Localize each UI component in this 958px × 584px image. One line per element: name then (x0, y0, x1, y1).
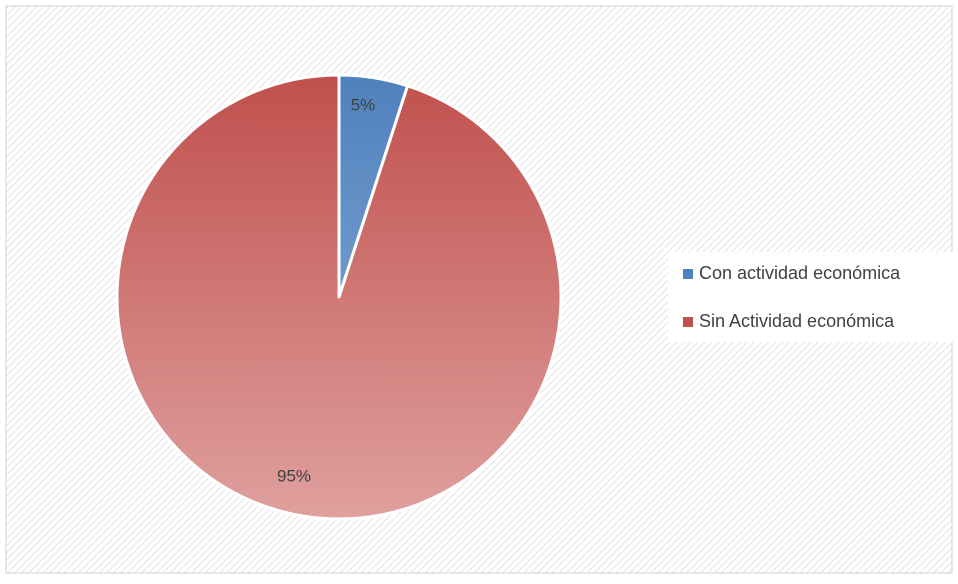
data-label-sin-actividad-economica: 95% (277, 466, 311, 485)
legend-label-sin-actividad-economica: Sin Actividad económica (699, 311, 895, 331)
legend-swatch-sin-actividad-economica (683, 317, 693, 327)
pie-slices (115, 73, 563, 521)
legend-swatch-con-actividad-economica (683, 269, 693, 279)
legend-label-con-actividad-economica: Con actividad económica (699, 263, 901, 283)
pie-data-labels: 5% 95% (277, 95, 375, 485)
data-label-con-actividad-economica: 5% (351, 95, 376, 114)
pie-slice-sin-actividad-economica (115, 73, 563, 521)
legend-background (668, 252, 958, 342)
legend: Con actividad económica Sin Actividad eco… (668, 252, 958, 342)
